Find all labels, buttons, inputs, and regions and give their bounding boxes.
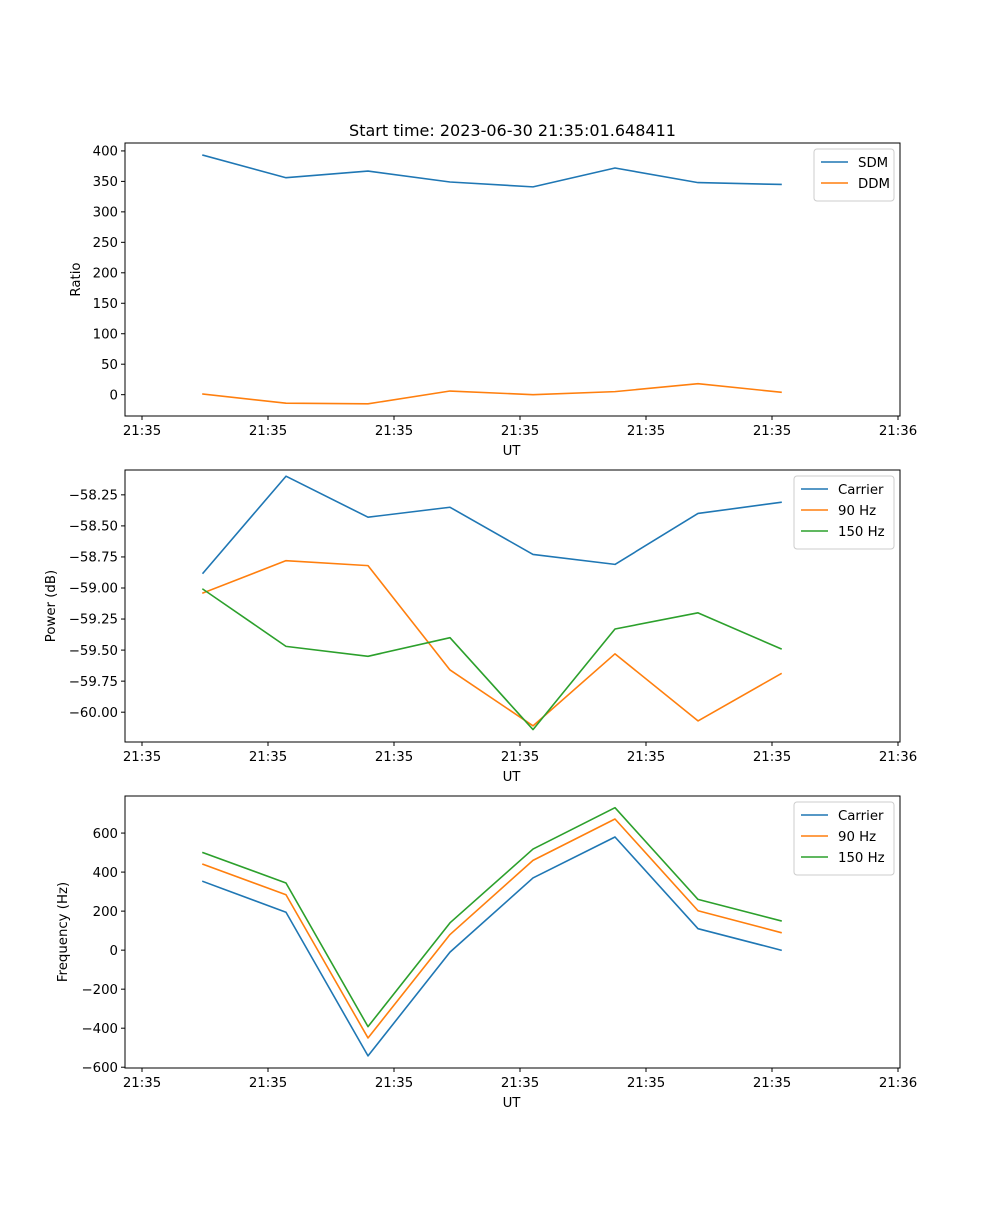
x-tick-label: 21:35: [123, 750, 161, 765]
x-tick-label: 21:36: [879, 1076, 917, 1091]
x-tick-label: 21:35: [249, 424, 287, 439]
y-tick-label: −58.75: [69, 551, 118, 566]
x-tick-label: 21:35: [627, 1076, 665, 1091]
x-tick-label: 21:35: [249, 750, 287, 765]
y-tick-label: 400: [93, 866, 118, 881]
x-tick-label: 21:35: [249, 1076, 287, 1091]
series-line-carrier: [201, 836, 782, 1057]
series-line-150-hz: [201, 806, 782, 1028]
series-line-90-hz: [201, 559, 783, 727]
y-tick-label: −200: [81, 983, 118, 998]
y-tick-label: −59.75: [69, 675, 118, 690]
x-axis-label: UT: [503, 444, 522, 459]
y-tick-label: −59.00: [69, 582, 118, 597]
x-tick-label: 21:35: [375, 424, 413, 439]
series-line-ddm: [202, 382, 782, 405]
x-tick-label: 21:35: [123, 1076, 161, 1091]
y-tick-label: 0: [110, 944, 118, 959]
y-tick-label: −59.50: [69, 644, 118, 659]
y-tick-label: 350: [93, 175, 118, 190]
subplot-ratio: 0 50 100 150 200 250 300 350 400 21:35 21:35 21:35 2…: [69, 142, 917, 459]
plot-frame: [124, 469, 901, 743]
x-tick-label: 21:35: [123, 424, 161, 439]
x-tick-label: 21:36: [879, 424, 917, 439]
y-tick-label: 150: [93, 297, 118, 312]
x-tick-label: 21:35: [501, 750, 539, 765]
legend-label-carrier: Carrier: [838, 809, 884, 824]
chart-title: Start time: 2023-06-30 21:35:01.648411: [349, 121, 676, 140]
plot-frame: [124, 142, 901, 417]
y-tick-label: −600: [81, 1061, 118, 1076]
x-tick-label: 21:35: [753, 424, 791, 439]
legend: SDM DDM: [813, 148, 895, 202]
y-tick-label: 100: [93, 327, 118, 342]
y-tick-label: −400: [81, 1022, 118, 1037]
y-tick-label: 400: [93, 145, 118, 160]
y-axis-label: Ratio: [69, 262, 84, 296]
series-line-150-hz: [201, 588, 783, 731]
x-axis-label: UT: [503, 770, 522, 785]
y-tick-label: 600: [93, 827, 118, 842]
series-line-carrier: [201, 475, 782, 575]
x-tick-label: 21:36: [879, 750, 917, 765]
legend-label-ddm: DDM: [858, 177, 890, 192]
x-tick-label: 21:35: [627, 750, 665, 765]
legend: Carrier 90 Hz 150 Hz: [793, 475, 895, 550]
legend-label-sdm: SDM: [858, 156, 888, 171]
y-tick-label: 250: [93, 236, 118, 251]
subplot-frequency: −600 −400 −200 0 200 400 600 21:35 21:35 21:35 21:…: [56, 795, 917, 1111]
x-axis-label: UT: [503, 1096, 522, 1111]
y-tick-label: −58.50: [69, 520, 118, 535]
legend-label-carrier: Carrier: [838, 483, 884, 498]
x-tick-label: 21:35: [753, 750, 791, 765]
y-axis-label: Frequency (Hz): [56, 882, 71, 982]
y-tick-label: −60.00: [69, 706, 118, 721]
y-tick-label: 300: [93, 206, 118, 221]
plot-frame: [124, 795, 901, 1069]
legend-label-90-hz: 90 Hz: [838, 504, 876, 519]
legend-label-150-hz: 150 Hz: [838, 525, 885, 540]
x-tick-label: 21:35: [501, 424, 539, 439]
y-tick-label: 200: [93, 905, 118, 920]
y-tick-label: −58.25: [69, 489, 118, 504]
x-tick-label: 21:35: [753, 1076, 791, 1091]
legend: Carrier 90 Hz 150 Hz: [793, 801, 895, 876]
series-line-sdm: [202, 154, 782, 188]
subplot-power: −60.00 −59.75 −59.50 −59.25 −59.00 −58.75 −58.…: [44, 469, 917, 785]
series-line-90-hz: [201, 818, 782, 1039]
y-tick-label: −59.25: [69, 613, 118, 628]
x-tick-label: 21:35: [375, 750, 413, 765]
legend-label-150-hz: 150 Hz: [838, 851, 885, 866]
x-tick-label: 21:35: [375, 1076, 413, 1091]
y-tick-label: 0: [110, 388, 118, 403]
x-tick-label: 21:35: [627, 424, 665, 439]
y-tick-label: 50: [101, 358, 118, 373]
x-tick-label: 21:35: [501, 1076, 539, 1091]
legend-label-90-hz: 90 Hz: [838, 830, 876, 845]
y-tick-label: 200: [93, 266, 118, 281]
y-axis-label: Power (dB): [44, 570, 59, 642]
